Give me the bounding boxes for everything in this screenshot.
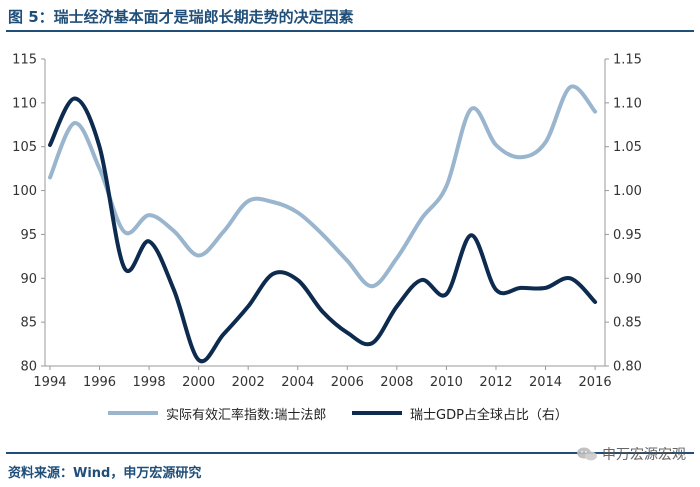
left-tick-label: 85 <box>20 316 37 331</box>
line-chart: 80 85 90 95 100 105 110 115 0.80 0.85 0.90 0.95 1.00… <box>12 53 642 391</box>
legend-swatch-reer <box>108 411 158 415</box>
x-tick-label: 2012 <box>479 375 512 390</box>
x-tick-label: 1998 <box>133 375 166 390</box>
series-line-reer <box>48 84 598 289</box>
x-tick-label: 2008 <box>380 375 413 390</box>
watermark: 申万宏源宏观 <box>576 444 686 464</box>
right-tick-label: 1.15 <box>613 53 642 68</box>
figure-title: 图 5：瑞士经济基本面才是瑞郎长期走势的决定因素 <box>8 8 354 26</box>
x-tick-label: 2006 <box>331 375 364 390</box>
x-tick-label: 2010 <box>430 375 463 390</box>
x-tick-label: 1994 <box>33 375 66 390</box>
right-tick-label: 0.80 <box>613 360 642 375</box>
figure-header: 图 5：瑞士经济基本面才是瑞郎长期走势的决定因素 <box>0 0 700 34</box>
left-tick-label: 90 <box>20 272 37 287</box>
left-tick-label: 115 <box>12 53 37 68</box>
x-tick-label: 2000 <box>182 375 215 390</box>
x-tick-label: 2002 <box>232 375 265 390</box>
right-tick-label: 1.05 <box>613 140 642 155</box>
right-tick-label: 0.85 <box>613 316 642 331</box>
x-tick-label: 2014 <box>529 375 562 390</box>
left-tick-label: 80 <box>20 360 37 375</box>
left-tick-label: 95 <box>20 228 37 243</box>
legend-label-reer: 实际有效汇率指数:瑞士法郎 <box>166 407 327 423</box>
legend-label-gdp-share: 瑞士GDP占全球占比（右） <box>410 407 568 423</box>
source-note: 资料来源：Wind，申万宏源研究 <box>8 466 202 481</box>
footer-rule <box>6 452 694 454</box>
header-rule <box>6 30 694 32</box>
series-line-gdp-share <box>48 96 598 364</box>
wechat-icon <box>577 447 597 461</box>
left-tick-label: 100 <box>12 184 37 199</box>
watermark-text: 申万宏源宏观 <box>602 447 686 463</box>
x-tick-label: 2016 <box>579 375 612 390</box>
x-tick-label: 2004 <box>281 375 314 390</box>
left-tick-label: 105 <box>12 140 37 155</box>
legend-item-gdp-share: 瑞士GDP占全球占比（右） <box>352 403 568 423</box>
legend-swatch-gdp-share <box>352 411 402 415</box>
right-tick-label: 1.00 <box>613 184 642 199</box>
x-tick-label: 1996 <box>83 375 116 390</box>
left-tick-label: 110 <box>12 96 37 111</box>
right-tick-label: 0.95 <box>613 228 642 243</box>
right-tick-label: 0.90 <box>613 272 642 287</box>
legend-item-reer: 实际有效汇率指数:瑞士法郎 <box>108 403 326 423</box>
right-tick-label: 1.10 <box>613 96 642 111</box>
